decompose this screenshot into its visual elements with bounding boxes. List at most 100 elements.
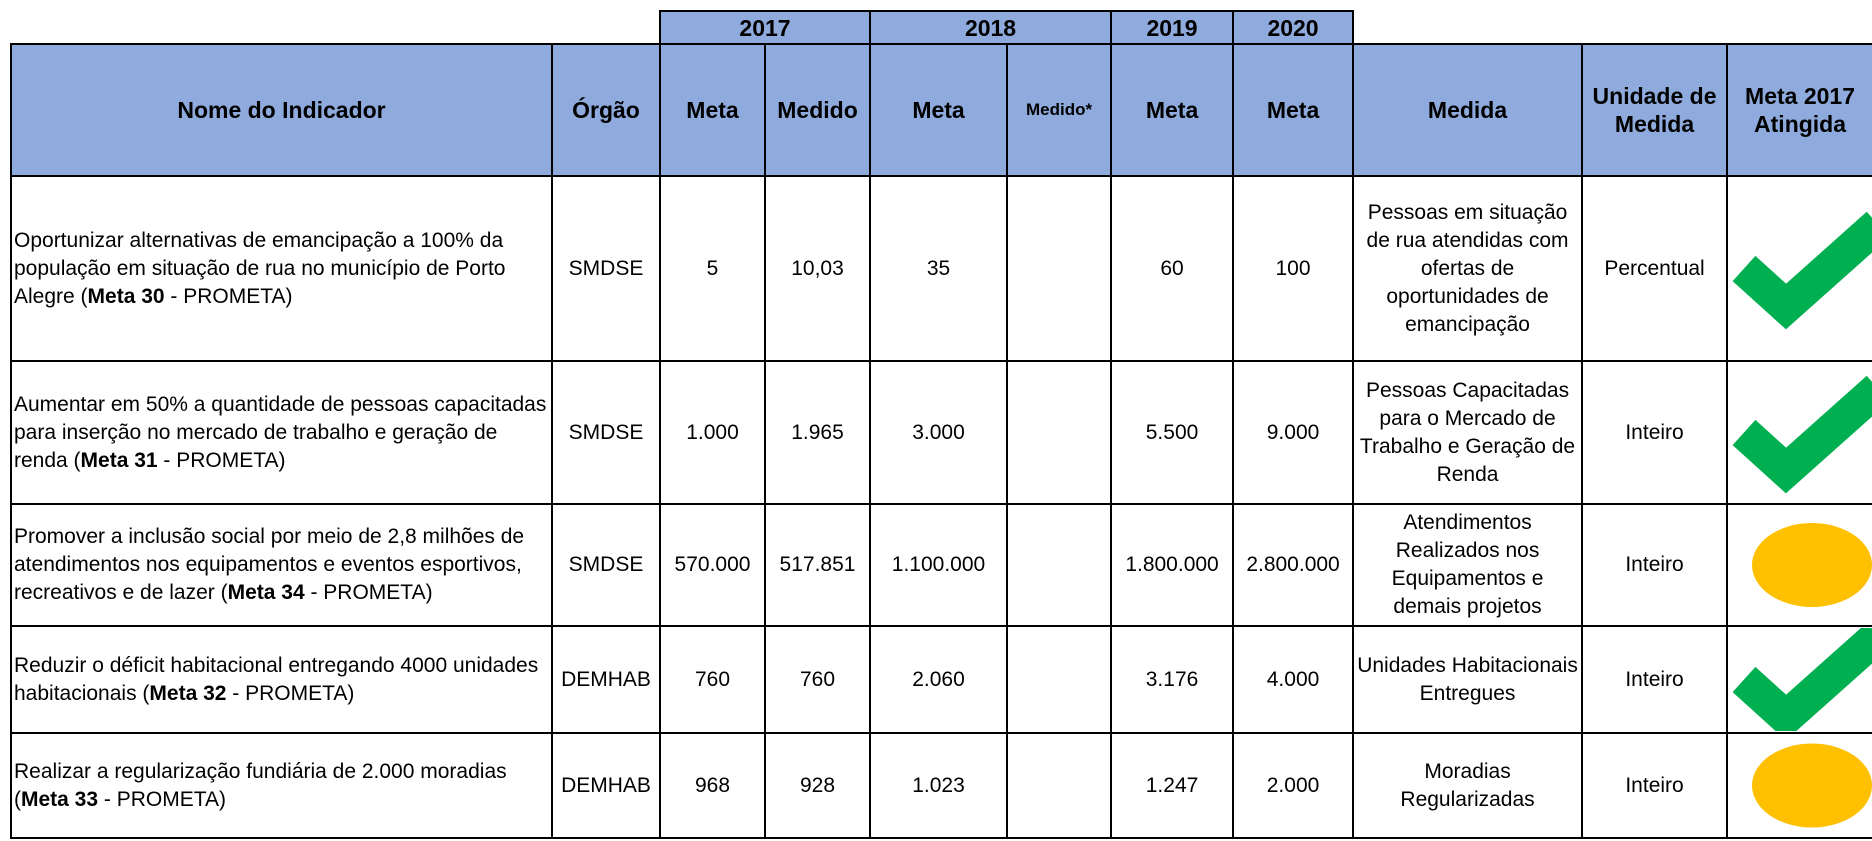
table-row: Oportunizar alternativas de emancipação …	[10, 175, 1872, 362]
cell-medido2017: 760	[763, 625, 872, 734]
name-part: Meta 31	[80, 448, 158, 472]
cell-meta2017: 5	[659, 175, 766, 362]
cell-medida: Moradias Regularizadas	[1352, 732, 1584, 839]
cell-meta2020: 9.000	[1232, 360, 1355, 505]
indicator-name: Promover a inclusão social por meio de 2…	[10, 503, 553, 627]
column-header: Meta	[869, 43, 1009, 177]
cell-medida: Unidades Habitacionais Entregues	[1352, 625, 1584, 734]
cell-meta2018: 2.060	[869, 625, 1009, 734]
name-part: - PROMETA)	[304, 581, 433, 604]
year-row: 2017 2018 2019 2020	[11, 10, 1872, 45]
check-mark	[1732, 375, 1872, 494]
column-header: Unidade de Medida	[1581, 43, 1729, 177]
blank	[1727, 11, 1872, 44]
header-row: Nome do Indicador Órgão Meta Medido Meta Medi…	[10, 43, 1872, 177]
name-part: - PROMETA)	[98, 787, 226, 811]
blank	[1353, 11, 1582, 44]
cell-meta2020: 2.800.000	[1232, 503, 1355, 627]
cell-unidade: Percentual	[1581, 175, 1729, 362]
column-header: Órgão	[551, 43, 661, 177]
cell-unidade: Inteiro	[1581, 625, 1729, 734]
name-part: Promover a inclusão social por meio de 2…	[14, 525, 525, 604]
cell-medido2017: 1.965	[763, 360, 872, 505]
cell-medida: Atendimentos Realizados nos Equipamentos…	[1352, 503, 1584, 627]
check-mark	[1732, 211, 1872, 330]
check-mark	[1732, 628, 1872, 731]
name-part: Meta 32	[149, 681, 227, 705]
cell-meta2018: 1.023	[869, 732, 1009, 839]
table-row: Aumentar em 50% a quantidade de pessoas …	[10, 360, 1872, 505]
indicator-table: 2017 2018 2019 2020 Nome do Indicador Órg…	[10, 10, 1872, 839]
cell-orgao: SMDSE	[551, 503, 661, 627]
year: 2019	[1110, 10, 1235, 45]
column-header: Medida	[1352, 43, 1584, 177]
cell-meta2018: 35	[869, 175, 1009, 362]
name-part: - PROMETA)	[157, 448, 286, 472]
indicator-name: Aumentar em 50% a quantidade de pessoas …	[10, 360, 553, 505]
indicator-name: Oportunizar alternativas de emancipação …	[10, 175, 553, 362]
cell-meta2018: 3.000	[869, 360, 1009, 505]
cell-medido2017: 928	[763, 732, 872, 839]
cell-meta2017: 968	[659, 732, 766, 839]
column-header: Meta 2017 Atingida	[1726, 43, 1872, 177]
cell-medida: Pessoas em situação de rua atendidas com…	[1352, 175, 1584, 362]
column-header: Nome do Indicador	[10, 43, 553, 177]
name-part: Meta 33	[21, 787, 99, 811]
status-cell	[1726, 732, 1872, 839]
column-header: Medido	[763, 43, 872, 177]
cell-meta2017: 760	[659, 625, 766, 734]
name-part: - PROMETA)	[164, 284, 293, 308]
name-part: Realizar a regularização fundiária de 2.…	[14, 759, 507, 811]
cell-meta2020: 2.000	[1232, 732, 1355, 839]
cell-meta2019: 1.800.000	[1110, 503, 1235, 627]
indicator-name: Reduzir o déficit habitacional entregand…	[10, 625, 553, 734]
name-part: Meta 34	[227, 581, 305, 604]
column-header: Meta	[1232, 43, 1355, 177]
status-cell	[1726, 625, 1872, 734]
table-row: Reduzir o déficit habitacional entregand…	[10, 625, 1872, 734]
cell-unidade: Inteiro	[1581, 732, 1729, 839]
cell-meta2019: 5.500	[1110, 360, 1235, 505]
name-part: Meta 30	[87, 284, 165, 308]
status-icon	[1752, 523, 1872, 607]
status-icon	[1732, 375, 1872, 494]
cell-meta2017: 1.000	[659, 360, 766, 505]
column-header: Meta	[659, 43, 766, 177]
cell-medido2017: 10,03	[763, 175, 872, 362]
table-row: Realizar a regularização fundiária de 2.…	[10, 732, 1872, 839]
cell-meta2019: 60	[1110, 175, 1235, 362]
cell-medido2017: 517.851	[763, 503, 872, 627]
table-body: Oportunizar alternativas de emancipação …	[10, 175, 1872, 839]
indicator-name: Realizar a regularização fundiária de 2.…	[10, 732, 553, 839]
status-cell	[1726, 503, 1872, 627]
column-header: Meta	[1110, 43, 1235, 177]
blank	[1582, 11, 1727, 44]
name-part: Oportunizar alternativas de emancipação …	[14, 228, 506, 308]
cell-empty	[1006, 732, 1113, 839]
year: 2020	[1232, 10, 1355, 45]
status-cell	[1726, 360, 1872, 505]
cell-unidade: Inteiro	[1581, 360, 1729, 505]
cell-meta2020: 4.000	[1232, 625, 1355, 734]
cell-orgao: SMDSE	[551, 360, 661, 505]
cell-orgao: DEMHAB	[551, 625, 661, 734]
name-part: Aumentar em 50% a quantidade de pessoas …	[14, 392, 547, 472]
name-part: - PROMETA)	[226, 681, 355, 705]
year: 2017	[658, 10, 872, 45]
name-part: Reduzir o déficit habitacional entregand…	[14, 653, 539, 705]
cell-meta2020: 100	[1232, 175, 1355, 362]
table-row: Promover a inclusão social por meio de 2…	[10, 503, 1872, 627]
cell-meta2019: 1.247	[1110, 732, 1235, 839]
status-circle	[1752, 523, 1872, 607]
cell-unidade: Inteiro	[1581, 503, 1729, 627]
column-header: Medido*	[1006, 43, 1113, 177]
cell-medida: Pessoas Capacitadas para o Mercado de Tr…	[1352, 360, 1584, 505]
cell-empty	[1006, 175, 1113, 362]
status-circle	[1752, 743, 1872, 828]
cell-orgao: SMDSE	[551, 175, 661, 362]
status-icon	[1752, 743, 1872, 828]
cell-empty	[1006, 503, 1113, 627]
blank	[552, 11, 660, 44]
cell-empty	[1006, 625, 1113, 734]
